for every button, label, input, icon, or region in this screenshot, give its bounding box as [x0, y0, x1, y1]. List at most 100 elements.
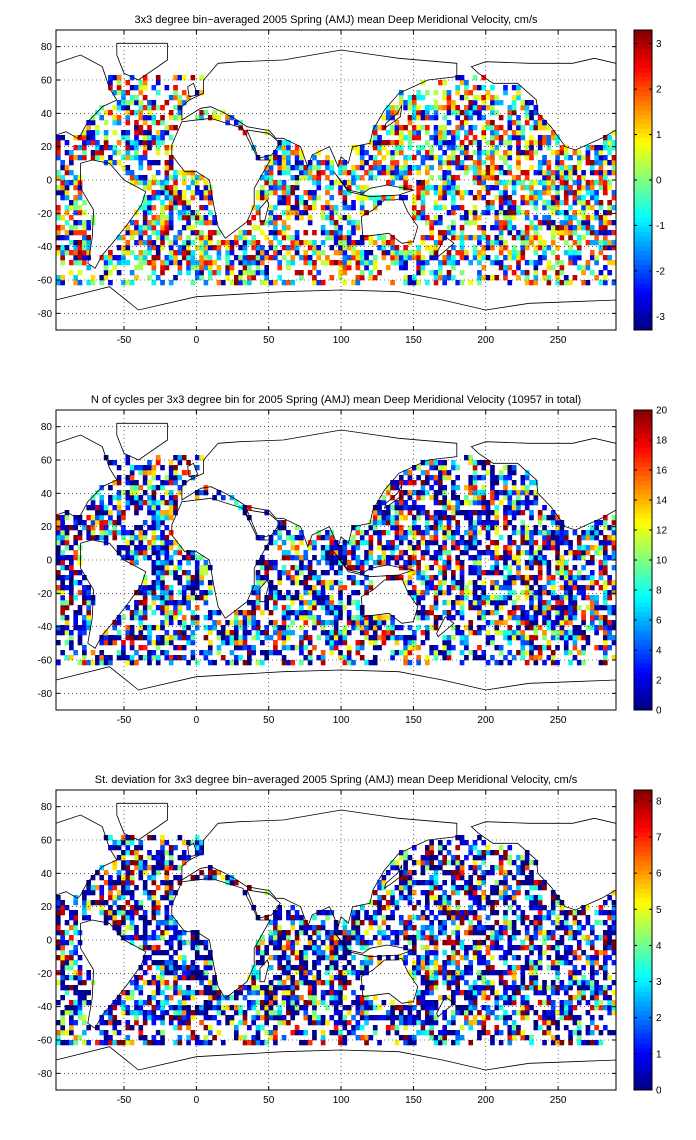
heatmap-cell — [299, 640, 304, 646]
heatmap-cell — [559, 575, 565, 581]
heatmap-cell — [520, 245, 526, 251]
heatmap-cell — [121, 650, 126, 656]
heatmap-cell — [290, 580, 296, 586]
heatmap-cell — [559, 230, 565, 236]
heatmap-cell — [472, 215, 478, 221]
heatmap-cell — [542, 1040, 547, 1046]
heatmap-cell — [173, 1025, 178, 1031]
heatmap-cell — [207, 240, 213, 246]
heatmap-cell — [99, 660, 105, 666]
heatmap-cell — [320, 600, 326, 606]
y-tick-label: 80 — [41, 422, 53, 433]
heatmap-cell — [338, 1030, 343, 1036]
heatmap-cell — [129, 530, 135, 536]
heatmap-cell — [372, 200, 378, 206]
heatmap-cell — [498, 260, 504, 266]
heatmap-cell — [459, 570, 465, 576]
heatmap-cell — [490, 85, 495, 91]
heatmap-cell — [338, 550, 343, 556]
heatmap-cell — [134, 265, 139, 271]
heatmap-cell — [542, 125, 547, 131]
heatmap-cell — [82, 595, 87, 601]
heatmap-cell — [377, 635, 382, 641]
heatmap-cell — [381, 550, 387, 556]
heatmap-cell — [129, 140, 135, 146]
heatmap-cell — [333, 610, 339, 616]
heatmap-cell — [351, 205, 356, 211]
heatmap-cell — [277, 580, 283, 586]
heatmap-cell — [199, 255, 204, 261]
heatmap-cell — [555, 660, 560, 666]
heatmap-cell — [398, 625, 404, 631]
heatmap-cell — [355, 280, 361, 286]
heatmap-cell — [451, 180, 456, 186]
heatmap-cell — [507, 150, 513, 156]
heatmap-cell — [555, 560, 560, 566]
heatmap-cell — [503, 555, 508, 561]
heatmap-cell — [533, 260, 539, 266]
heatmap-cell — [73, 1020, 79, 1026]
y-tick-label: -60 — [38, 656, 53, 667]
heatmap-cell — [459, 205, 465, 211]
heatmap-cell — [264, 195, 270, 201]
heatmap-cell — [459, 510, 465, 516]
heatmap-cell — [77, 220, 83, 226]
heatmap-cell — [568, 250, 573, 256]
heatmap-cell — [112, 265, 118, 271]
heatmap-cell — [529, 150, 534, 156]
heatmap-cell — [424, 490, 430, 496]
heatmap-cell — [455, 165, 461, 171]
heatmap-cell — [598, 575, 604, 581]
heatmap-cell — [550, 250, 556, 256]
heatmap-cell — [563, 200, 569, 206]
heatmap-cell — [268, 1030, 274, 1036]
heatmap-cell — [103, 255, 109, 261]
heatmap-cell — [69, 215, 74, 221]
heatmap-cell — [429, 145, 434, 151]
heatmap-cell — [155, 595, 161, 601]
heatmap-cell — [494, 475, 500, 481]
heatmap-cell — [372, 520, 378, 526]
heatmap-cell — [264, 165, 270, 171]
heatmap-cell — [247, 630, 252, 636]
heatmap-cell — [529, 135, 534, 141]
heatmap-cell — [199, 110, 204, 116]
heatmap-cell — [468, 90, 474, 96]
heatmap-cell — [485, 595, 491, 601]
heatmap-cell — [585, 205, 591, 211]
heatmap-cell — [524, 500, 530, 506]
heatmap-cell — [546, 605, 552, 611]
heatmap-cell — [351, 170, 356, 176]
heatmap-cell — [589, 545, 595, 551]
heatmap-cell — [377, 560, 382, 566]
heatmap-cell — [568, 185, 573, 191]
heatmap-cell — [73, 595, 79, 601]
heatmap-cell — [459, 150, 465, 156]
heatmap-cell — [424, 580, 430, 586]
heatmap-cell — [429, 155, 434, 161]
heatmap-cell — [533, 195, 539, 201]
heatmap-cell — [99, 520, 105, 526]
heatmap-cell — [99, 155, 105, 161]
heatmap-cell — [303, 600, 309, 606]
heatmap-cell — [194, 585, 200, 591]
heatmap-cell — [112, 1020, 118, 1026]
heatmap-cell — [581, 220, 586, 226]
heatmap-cell — [64, 565, 70, 571]
heatmap-cell — [290, 280, 296, 286]
heatmap-cell — [546, 1030, 552, 1036]
heatmap-cell — [151, 120, 157, 126]
heatmap-cell — [260, 185, 265, 191]
heatmap-cell — [307, 255, 313, 261]
heatmap-cell — [542, 660, 547, 666]
heatmap-cell — [498, 615, 504, 621]
heatmap-cell — [164, 165, 170, 171]
coastline — [80, 159, 147, 269]
heatmap-cell — [233, 255, 239, 261]
heatmap-cell — [607, 620, 612, 626]
heatmap-cell — [225, 255, 230, 261]
heatmap-cell — [372, 145, 378, 151]
heatmap-cell — [442, 600, 447, 606]
heatmap-cell — [86, 245, 92, 251]
heatmap-cell — [255, 205, 261, 211]
